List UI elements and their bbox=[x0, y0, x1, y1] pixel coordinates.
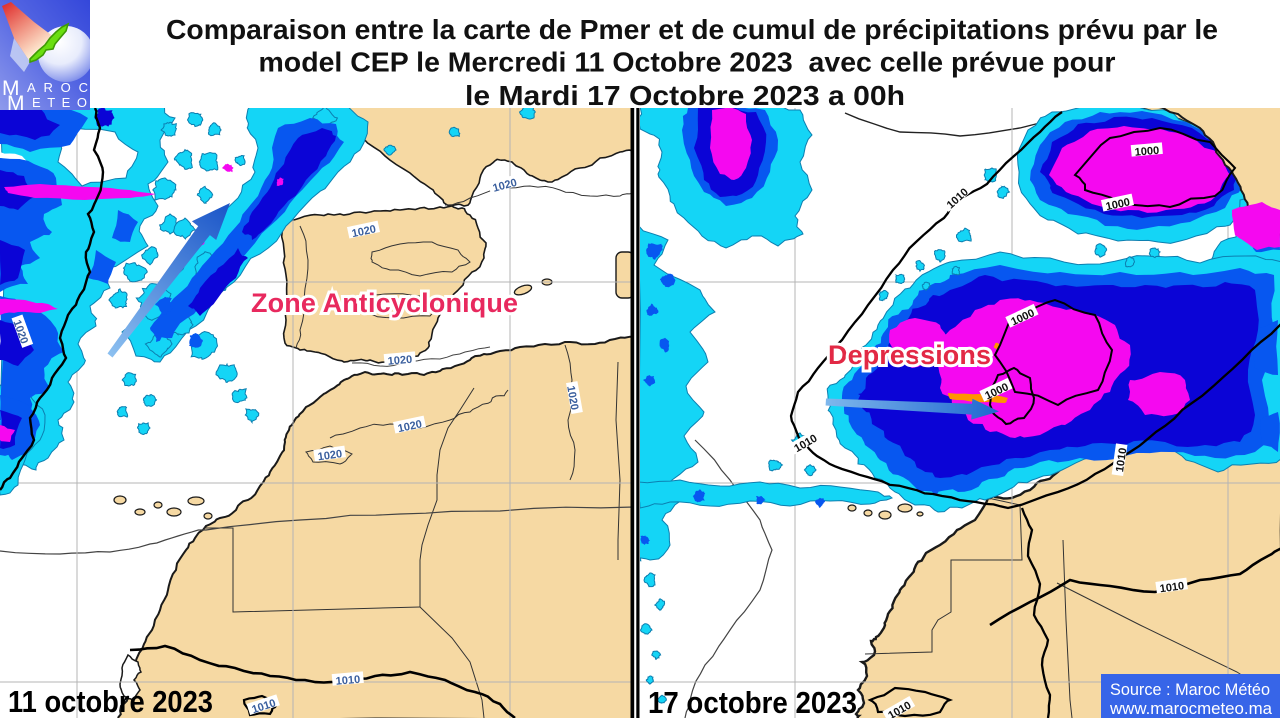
svg-text:M: M bbox=[7, 92, 25, 115]
svg-text:1000: 1000 bbox=[1105, 196, 1131, 213]
svg-text:1000: 1000 bbox=[1134, 145, 1159, 159]
svg-text:Depressions: Depressions bbox=[828, 340, 991, 370]
svg-text:le Mardi 17 Octobre 2023 a 00h: le Mardi 17 Octobre 2023 a 00h bbox=[465, 80, 905, 111]
svg-text:Source : Maroc Météo: Source : Maroc Météo bbox=[1110, 680, 1270, 699]
svg-text:1020: 1020 bbox=[351, 223, 377, 240]
svg-text:17 octobre 2023: 17 octobre 2023 bbox=[648, 685, 857, 718]
svg-text:1020: 1020 bbox=[397, 418, 423, 435]
svg-text:11 octobre 2023: 11 octobre 2023 bbox=[8, 684, 213, 718]
svg-text:1020: 1020 bbox=[564, 385, 580, 411]
svg-text:M: M bbox=[2, 77, 20, 100]
svg-text:www.marocmeteo.ma: www.marocmeteo.ma bbox=[1109, 699, 1273, 718]
svg-text:1020: 1020 bbox=[387, 354, 412, 368]
svg-text:1020: 1020 bbox=[317, 448, 343, 463]
svg-text:Zone Anticyclonique: Zone Anticyclonique bbox=[251, 288, 518, 318]
svg-text:1010: 1010 bbox=[1159, 580, 1185, 595]
svg-text:Comparaison entre la carte de: Comparaison entre la carte de Pmer et de… bbox=[166, 14, 1218, 45]
svg-text:model CEP le Mercredi 11 Octob: model CEP le Mercredi 11 Octobre 2023 av… bbox=[259, 47, 1116, 78]
svg-text:1010: 1010 bbox=[1114, 447, 1129, 473]
svg-text:1010: 1010 bbox=[335, 674, 360, 688]
